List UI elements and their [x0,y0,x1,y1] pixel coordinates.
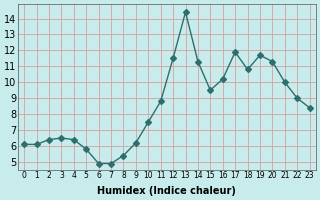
X-axis label: Humidex (Indice chaleur): Humidex (Indice chaleur) [98,186,236,196]
